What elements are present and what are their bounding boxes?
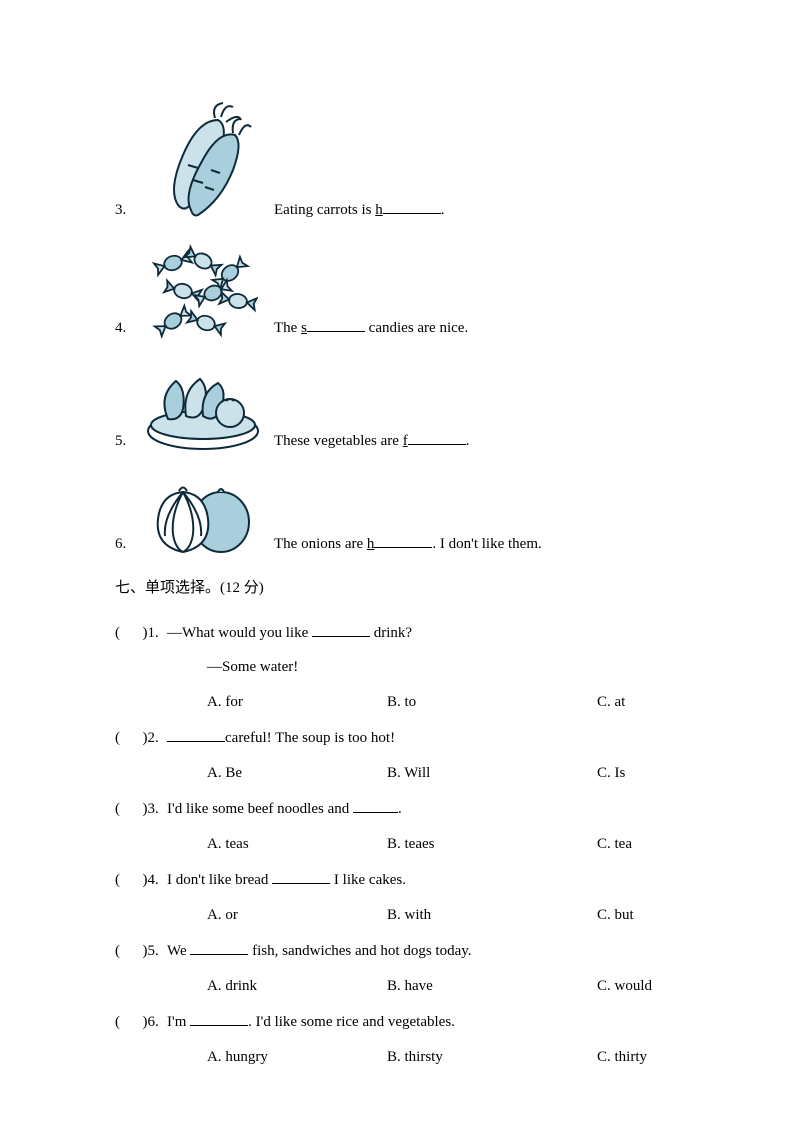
sentence: These vegetables are f. bbox=[270, 430, 469, 457]
choices-row: A. teasB. teaesC. tea bbox=[115, 833, 683, 856]
choice-c[interactable]: C. at bbox=[597, 691, 683, 714]
stem-text: careful! The soup is too hot! bbox=[167, 727, 683, 750]
choice-b[interactable]: B. Will bbox=[387, 762, 597, 785]
stem-text: We fish, sandwiches and hot dogs today. bbox=[167, 940, 683, 963]
choice-c[interactable]: C. but bbox=[597, 904, 683, 927]
answer-blank[interactable] bbox=[353, 799, 398, 813]
answer-blank[interactable] bbox=[374, 534, 432, 548]
mc-stem: ( )1.—What would you like drink? bbox=[115, 622, 683, 645]
mc-question-4: ( )4.I don't like bread I like cakes. A. … bbox=[115, 869, 683, 926]
choice-a[interactable]: A. hungry bbox=[207, 1046, 387, 1069]
mc-stem: ( )2.careful! The soup is too hot! bbox=[115, 727, 683, 750]
answer-paren[interactable]: ( )2. bbox=[115, 727, 167, 750]
answer-blank[interactable] bbox=[272, 870, 330, 884]
choice-c[interactable]: C. tea bbox=[597, 833, 683, 856]
choice-b[interactable]: B. teaes bbox=[387, 833, 597, 856]
sentence: The onions are h. I don't like them. bbox=[270, 533, 542, 560]
question-number: 4. bbox=[115, 317, 135, 340]
sentence: Eating carrots is h. bbox=[270, 199, 444, 226]
answer-paren[interactable]: ( )4. bbox=[115, 869, 167, 892]
question-number: 6. bbox=[115, 533, 135, 556]
answer-blank[interactable] bbox=[190, 1012, 248, 1026]
answer-paren[interactable]: ( )1. bbox=[115, 622, 167, 645]
hint-letter: h bbox=[375, 202, 383, 218]
choice-a[interactable]: A. Be bbox=[207, 762, 387, 785]
mc-stem: ( )6.I'm . I'd like some rice and vegeta… bbox=[115, 1011, 683, 1034]
picture-question-4: 4. The s candies are nice. bbox=[115, 243, 683, 343]
stem-text: I'd like some beef noodles and . bbox=[167, 798, 683, 821]
choices-row: A. drinkB. haveC. would bbox=[115, 975, 683, 998]
choices-row: A. orB. withC. but bbox=[115, 904, 683, 927]
choice-b[interactable]: B. have bbox=[387, 975, 597, 998]
choice-c[interactable]: C. Is bbox=[597, 762, 683, 785]
choices-row: A. hungryB. thirstyC. thirty bbox=[115, 1046, 683, 1069]
question-number: 3. bbox=[115, 199, 135, 222]
choice-a[interactable]: A. or bbox=[207, 904, 387, 927]
choice-c[interactable]: C. would bbox=[597, 975, 683, 998]
mc-question-3: ( )3.I'd like some beef noodles and . A. … bbox=[115, 798, 683, 855]
carrots-icon bbox=[135, 95, 270, 225]
question-number: 5. bbox=[115, 430, 135, 453]
choice-b[interactable]: B. thirsty bbox=[387, 1046, 597, 1069]
choices-row: A. BeB. WillC. Is bbox=[115, 762, 683, 785]
choice-a[interactable]: A. drink bbox=[207, 975, 387, 998]
choices-row: A. forB. toC. at bbox=[115, 691, 683, 714]
mc-question-6: ( )6.I'm . I'd like some rice and vegeta… bbox=[115, 1011, 683, 1068]
answer-blank[interactable] bbox=[312, 623, 370, 637]
choice-c[interactable]: C. thirty bbox=[597, 1046, 683, 1069]
choice-a[interactable]: A. for bbox=[207, 691, 387, 714]
choice-b[interactable]: B. with bbox=[387, 904, 597, 927]
picture-question-6: 6. The onions are h. I don't like them. bbox=[115, 474, 683, 559]
answer-paren[interactable]: ( )3. bbox=[115, 798, 167, 821]
answer-blank[interactable] bbox=[167, 728, 225, 742]
hint-letter: h bbox=[367, 536, 375, 552]
onions-icon bbox=[135, 474, 270, 559]
choice-b[interactable]: B. to bbox=[387, 691, 597, 714]
candies-icon bbox=[135, 243, 270, 343]
picture-question-5: 5. These vegetables are f. bbox=[115, 361, 683, 456]
mc-question-1: ( )1.—What would you like drink? —Some wa… bbox=[115, 622, 683, 714]
answer-blank[interactable] bbox=[383, 200, 441, 214]
mc-question-2: ( )2.careful! The soup is too hot! A. BeB… bbox=[115, 727, 683, 784]
choice-a[interactable]: A. teas bbox=[207, 833, 387, 856]
sentence: The s candies are nice. bbox=[270, 317, 468, 344]
stem-text: —What would you like drink? bbox=[167, 622, 683, 645]
stem-text: I don't like bread I like cakes. bbox=[167, 869, 683, 892]
mc-question-5: ( )5.We fish, sandwiches and hot dogs to… bbox=[115, 940, 683, 997]
vegetables-icon bbox=[135, 361, 270, 456]
mc-stem: ( )4.I don't like bread I like cakes. bbox=[115, 869, 683, 892]
dialogue-response: —Some water! bbox=[115, 656, 683, 679]
answer-blank[interactable] bbox=[190, 941, 248, 955]
mc-stem: ( )3.I'd like some beef noodles and . bbox=[115, 798, 683, 821]
answer-blank[interactable] bbox=[307, 318, 365, 332]
picture-question-3: 3. Eating carrots is h. bbox=[115, 95, 683, 225]
answer-blank[interactable] bbox=[408, 431, 466, 445]
stem-text: I'm . I'd like some rice and vegetables. bbox=[167, 1011, 683, 1034]
section-heading: 七、单项选择。(12 分) bbox=[115, 577, 683, 600]
mc-stem: ( )5.We fish, sandwiches and hot dogs to… bbox=[115, 940, 683, 963]
answer-paren[interactable]: ( )5. bbox=[115, 940, 167, 963]
answer-paren[interactable]: ( )6. bbox=[115, 1011, 167, 1034]
